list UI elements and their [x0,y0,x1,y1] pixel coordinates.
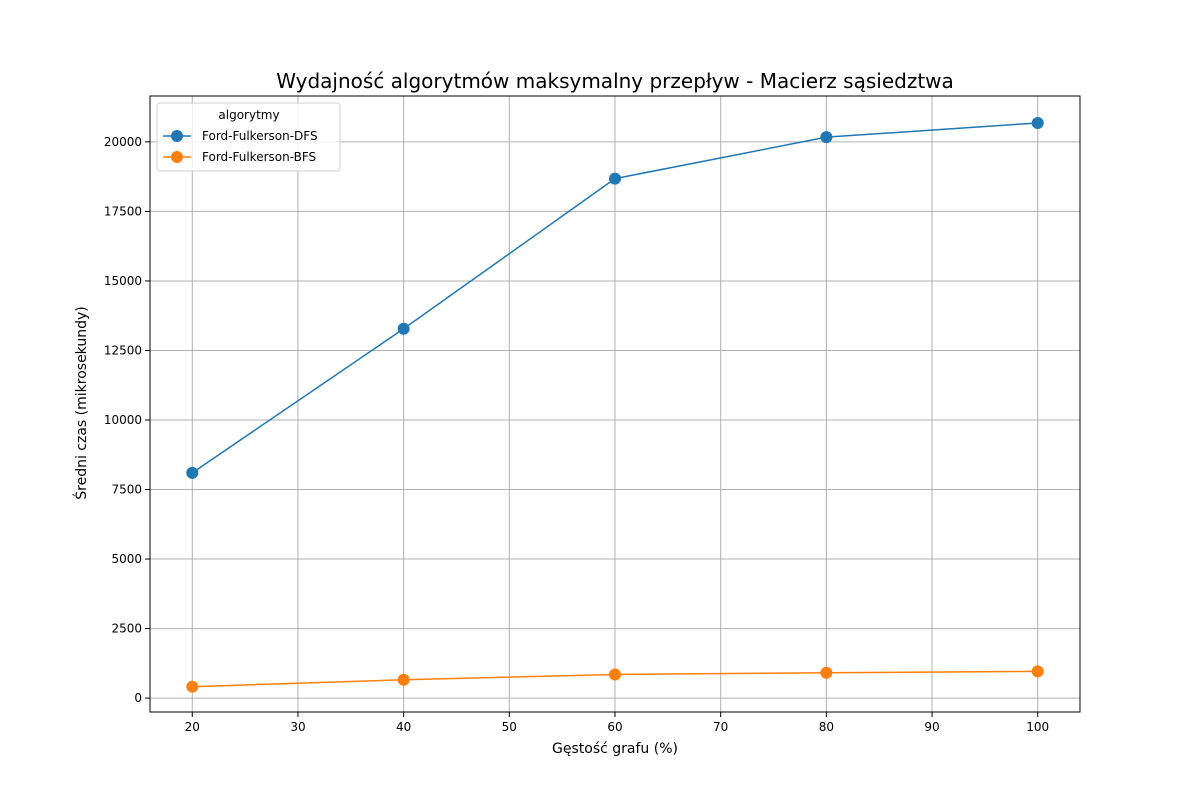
data-point [1031,665,1044,678]
x-tick-label: 50 [502,720,517,734]
legend-entry: Ford-Fulkerson-BFS [163,150,316,164]
y-tick-label: 7500 [111,483,142,497]
x-tick-label: 20 [185,720,200,734]
y-tick-label: 10000 [104,413,142,427]
series-1 [186,665,1044,693]
x-tick-label: 100 [1026,720,1049,734]
data-point [609,668,621,681]
legend: algorytmy Ford-Fulkerson-DFSFord-Fulkers… [156,102,341,172]
series-layer [186,116,1044,693]
legend-box [156,102,341,172]
data-point [609,172,621,185]
y-tick-label: 17500 [104,204,142,218]
chart-title: Wydajność algorytmów maksymalny przepływ… [276,69,954,93]
data-point [820,131,833,144]
axis-ticks: 20 30 40 50 60 70 80 90 100 0 2500 5000 7500 10000 125… [104,135,1049,734]
legend-marker [171,130,183,142]
series-0 [186,116,1044,479]
x-tick-label: 80 [819,720,834,734]
legend-entries: Ford-Fulkerson-DFS Ford-Fulkerson-BFS [163,129,318,164]
x-tick-label: 40 [396,720,411,734]
y-tick-label: 15000 [104,274,142,288]
x-tick-label: 90 [924,720,939,734]
y-tick-label: 20000 [104,135,142,149]
grid [150,96,1080,712]
y-axis-label: Średni czas (mikrosekundy) [72,306,90,500]
x-tick-label: 30 [290,720,305,734]
legend-marker [171,151,183,163]
y-tick-label: 0 [134,691,142,705]
legend-label: Ford-Fulkerson-DFS [202,129,318,143]
data-point [186,680,199,693]
y-tick-label: 5000 [111,552,142,566]
legend-title: algorytmy [218,108,279,122]
data-point [186,466,199,479]
legend-label: Ford-Fulkerson-BFS [202,150,316,164]
data-point [1031,116,1044,129]
data-point [397,322,410,335]
y-tick-label: 2500 [111,622,142,636]
x-tick-label: 70 [713,720,728,734]
y-tick-label: 12500 [104,343,142,357]
data-point [820,666,833,679]
x-tick-label: 60 [607,720,622,734]
data-point [397,673,410,686]
x-axis-label: Gęstość grafu (%) [552,741,678,757]
legend-entry: Ford-Fulkerson-DFS [163,129,318,143]
